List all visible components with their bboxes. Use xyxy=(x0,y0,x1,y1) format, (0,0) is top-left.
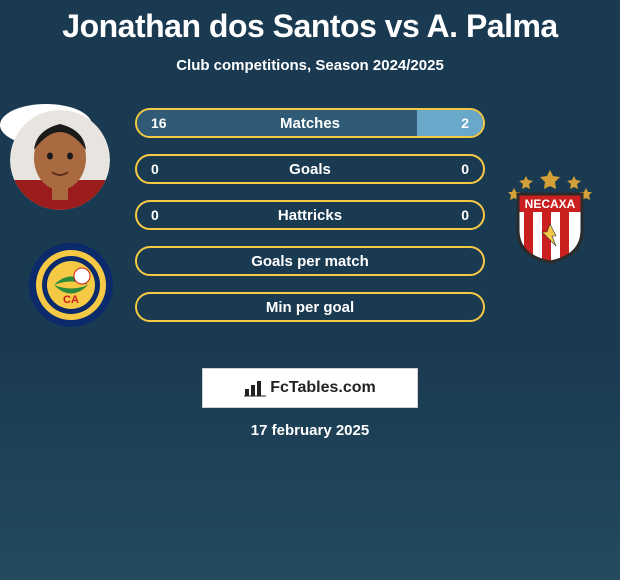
club-right-name: NECAXA xyxy=(525,197,576,211)
comparison-panel: CA NECAXA 162M xyxy=(0,104,620,364)
stat-label: Min per goal xyxy=(137,299,483,316)
brand-text: FcTables.com xyxy=(270,379,376,397)
player-left-photo xyxy=(10,110,110,210)
svg-text:CA: CA xyxy=(63,294,79,306)
stat-row: 00Goals xyxy=(135,154,485,184)
stat-label: Hattricks xyxy=(137,207,483,224)
page-title: Jonathan dos Santos vs A. Palma xyxy=(0,0,620,45)
stat-row: Min per goal xyxy=(135,292,485,322)
stat-label: Goals xyxy=(137,161,483,178)
date-label: 17 february 2025 xyxy=(0,422,620,439)
bars-icon xyxy=(244,379,266,397)
stats-list: 162Matches 00Goals 00Hattricks Goals per ma… xyxy=(135,108,485,338)
brand-box: FcTables.com xyxy=(202,368,418,408)
stat-label: Goals per match xyxy=(137,253,483,270)
player-left-avatar-svg xyxy=(10,110,110,210)
page-subtitle: Club competitions, Season 2024/2025 xyxy=(0,57,620,74)
stat-row: 00Hattricks xyxy=(135,200,485,230)
club-right-logo-svg: NECAXA xyxy=(500,164,600,264)
club-left-logo: CA xyxy=(28,242,114,328)
brand-label: FcTables.com xyxy=(244,379,376,397)
stat-row: 162Matches xyxy=(135,108,485,138)
stat-row: Goals per match xyxy=(135,246,485,276)
stat-label: Matches xyxy=(137,115,483,132)
club-left-logo-svg: CA xyxy=(28,242,114,328)
club-right-logo: NECAXA xyxy=(500,164,600,264)
